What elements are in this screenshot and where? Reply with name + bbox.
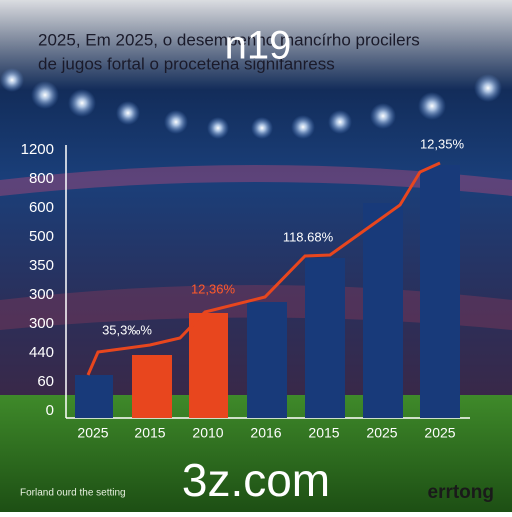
x-axis-label: 2015: [308, 425, 339, 441]
y-axis-label: 600: [29, 199, 54, 216]
bar: [420, 165, 460, 418]
bar: [247, 302, 287, 418]
annotation: 118.68%: [283, 229, 334, 244]
y-axis-label: 440: [29, 344, 54, 361]
y-axis-label: 350: [29, 257, 54, 274]
y-axis-label: 0: [46, 402, 54, 419]
y-axis-label: 300: [29, 315, 54, 332]
site-name: 3z.com: [182, 454, 330, 506]
stand-stripe: [0, 165, 512, 196]
watermark: n19: [225, 24, 292, 68]
x-axis-label: 2025: [424, 425, 455, 441]
chart-graphic: [65, 145, 470, 419]
trend-line: [86, 161, 441, 376]
bar: [305, 258, 345, 418]
brand: errtong: [428, 482, 495, 503]
bar: [75, 375, 113, 418]
annotation: 35,3‰%: [102, 322, 152, 337]
title-haze: [0, 0, 512, 90]
y-axis-label: 500: [29, 228, 54, 245]
x-axis-label: 2015: [134, 425, 165, 441]
bar: [189, 313, 228, 418]
x-axis-label: 2025: [366, 425, 397, 441]
bar: [363, 203, 403, 418]
x-axis-label: 2025: [77, 425, 108, 441]
x-axis-label: 2010: [192, 425, 223, 441]
title-line: 2025, Em 2025, o desempenho mancírho pro…: [38, 30, 420, 49]
y-axis-label: 60: [37, 373, 54, 390]
annotation: 12,36%: [191, 281, 236, 296]
caption: Forland ourd the setting: [20, 488, 126, 499]
title-line: de jugos fortal o procetena signifanress: [38, 54, 335, 73]
y-axis-label: 300: [29, 286, 54, 303]
annotation: 12,35%: [420, 136, 465, 151]
x-axis-label: 2016: [250, 425, 281, 441]
bar: [132, 355, 172, 418]
y-axis-label: 1200: [21, 141, 54, 158]
y-axis-label: 800: [29, 170, 54, 187]
stadium-lights: [0, 68, 502, 139]
